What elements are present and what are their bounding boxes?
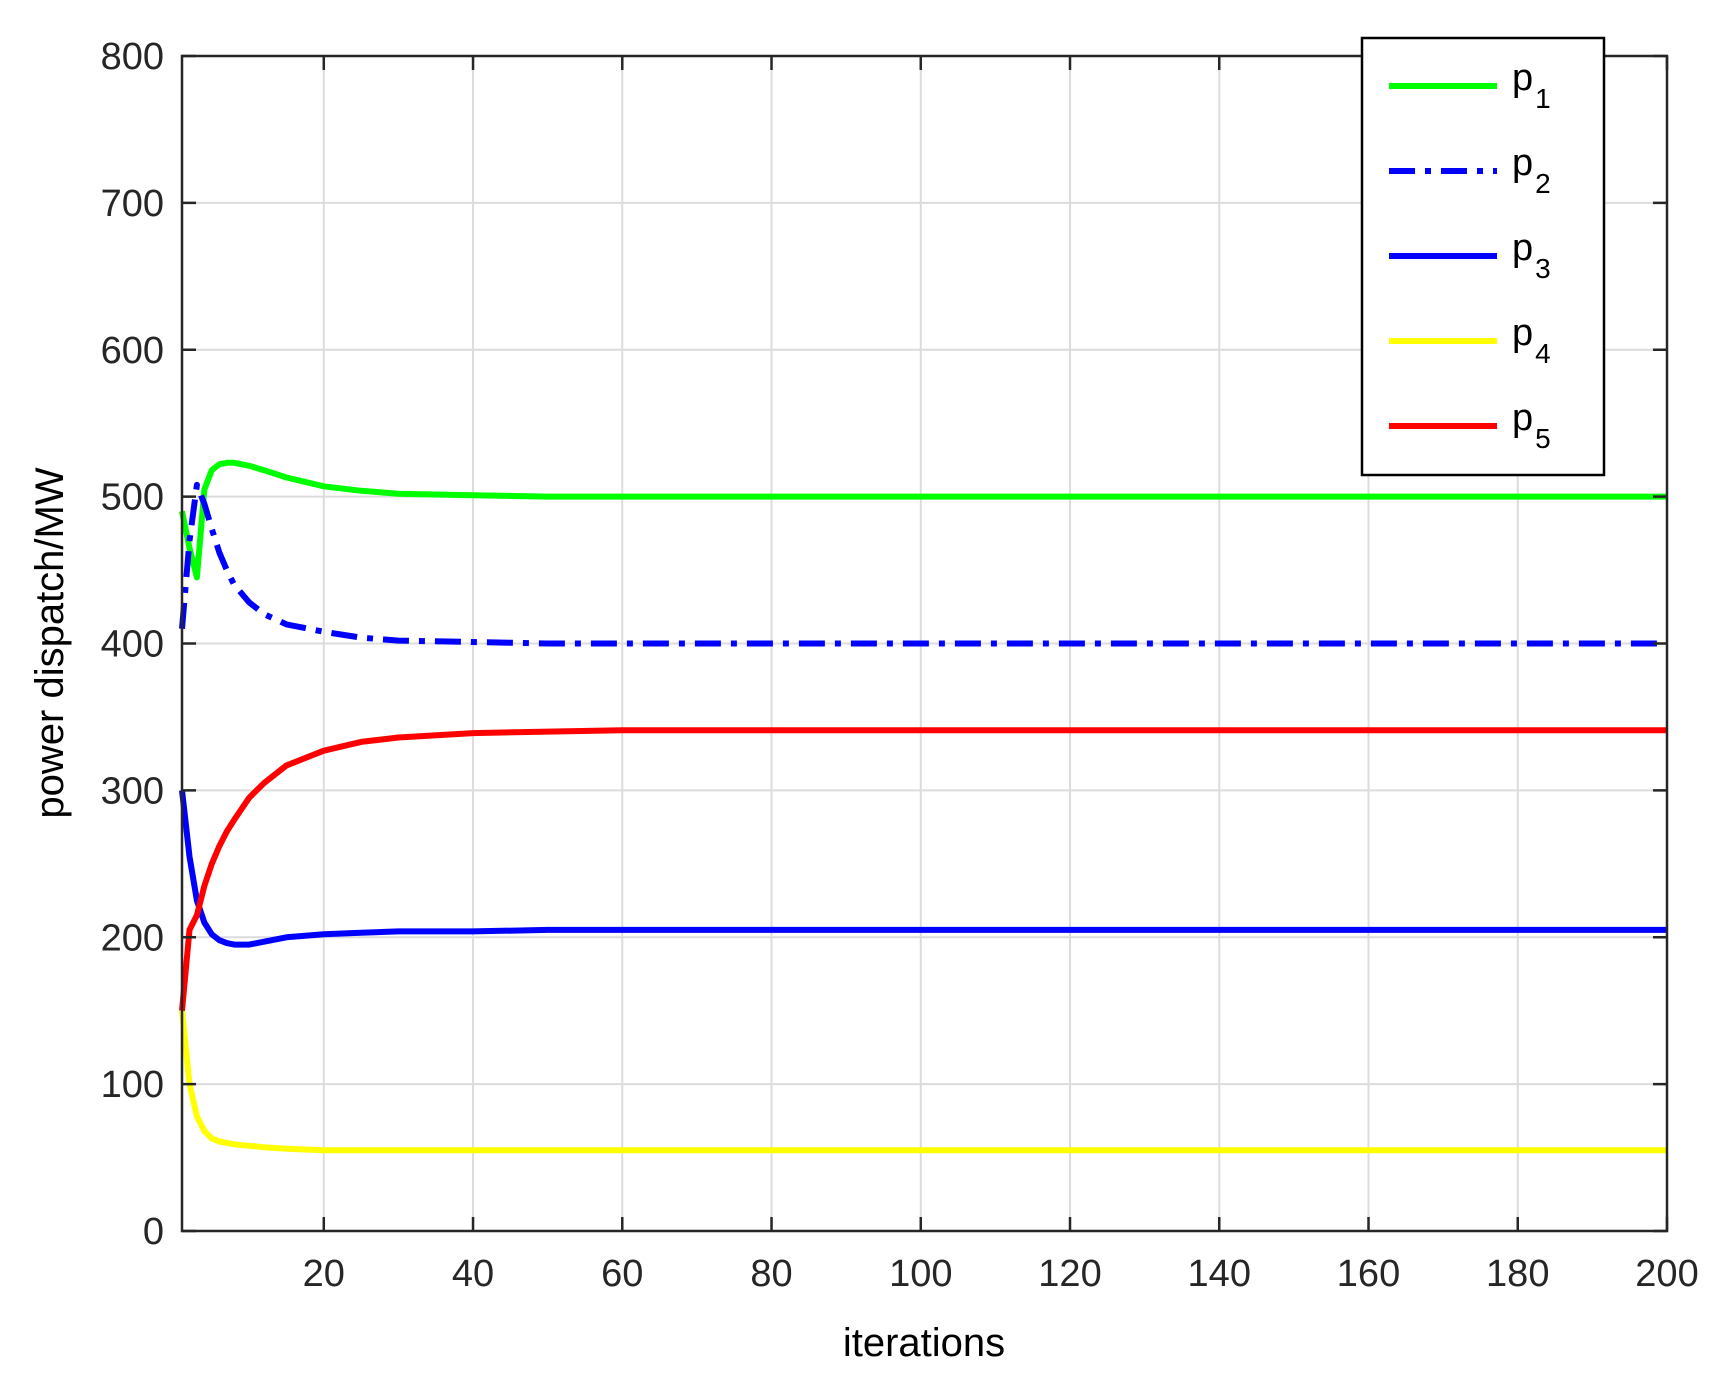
series-line-p3 <box>179 790 1667 948</box>
x-axis-title: iterations <box>843 1321 1005 1365</box>
x-tick-label: 80 <box>750 1253 792 1295</box>
x-tick-label: 180 <box>1486 1253 1549 1295</box>
y-tick-label: 300 <box>101 770 164 812</box>
x-tick-label: 20 <box>303 1253 345 1295</box>
x-tick-label: 40 <box>452 1253 494 1295</box>
y-tick-label: 700 <box>101 183 164 225</box>
y-tick-label: 800 <box>101 36 164 78</box>
axis-ticks <box>182 54 1669 1233</box>
series-lines <box>179 459 1667 1154</box>
series-line-p2 <box>179 481 1667 647</box>
series-line-p4 <box>179 1010 1667 1154</box>
x-tick-label: 140 <box>1188 1253 1251 1295</box>
series-line-p5 <box>179 727 1667 1011</box>
x-tick-label: 120 <box>1038 1253 1101 1295</box>
y-axis-title: power dispatch/MW <box>28 467 72 818</box>
x-tick-label: 100 <box>889 1253 952 1295</box>
y-tick-label: 100 <box>101 1064 164 1106</box>
y-tick-label: 0 <box>143 1211 164 1253</box>
axis-tick-labels: 20 40 60 80 100 120 140 160 180 200 0 100 200 300 400 5… <box>101 36 1699 1295</box>
y-tick-label: 600 <box>101 330 164 372</box>
y-tick-label: 200 <box>101 917 164 959</box>
x-tick-label: 60 <box>601 1253 643 1295</box>
y-tick-label: 400 <box>101 624 164 666</box>
x-tick-label: 200 <box>1635 1253 1698 1295</box>
series-line-p1 <box>179 459 1667 581</box>
y-tick-label: 500 <box>101 477 164 519</box>
x-tick-label: 160 <box>1337 1253 1400 1295</box>
